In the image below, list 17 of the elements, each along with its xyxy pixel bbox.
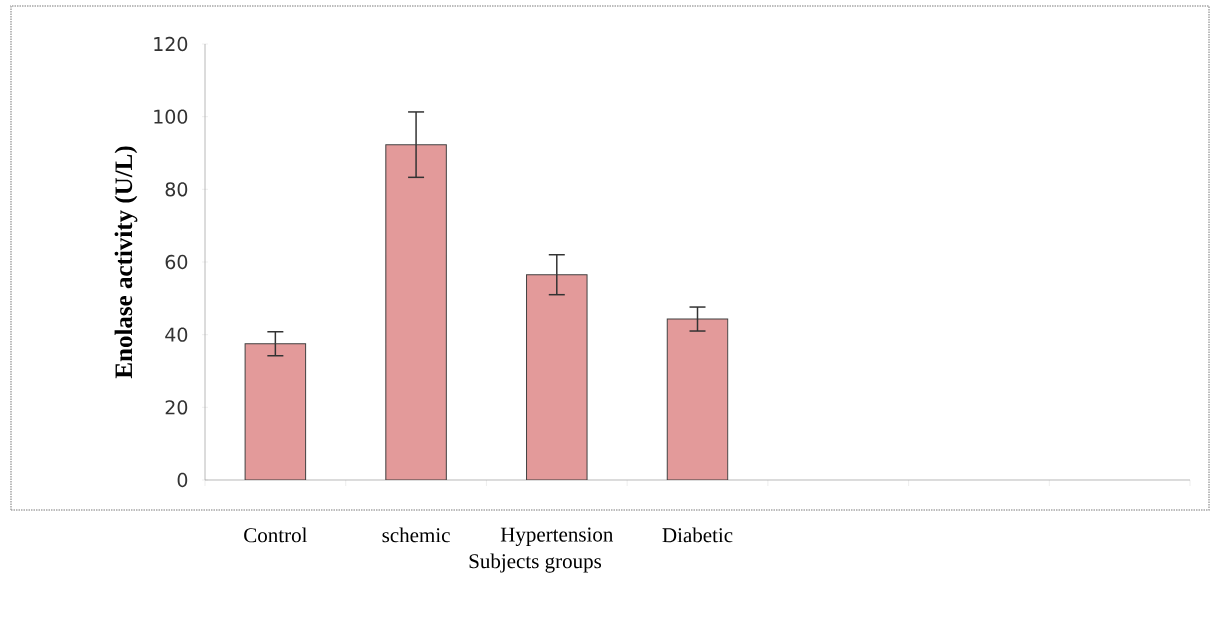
x-tick-label: schemic [382, 527, 450, 543]
x-axis-title: Subjects groups [469, 553, 602, 573]
y-tick-label: 100 [154, 109, 188, 124]
y-tick-label: 0 [177, 472, 188, 488]
y-axis-title: Enolase activity (U/L) [114, 146, 138, 379]
x-tick-label: Diabetic [662, 527, 733, 543]
y-tick-label: 80 [165, 182, 188, 197]
y-tick-label: 20 [165, 400, 188, 415]
y-tick-label: 60 [165, 254, 188, 270]
x-tick-label: Control [244, 527, 308, 543]
x-tick-label: Hypertension [500, 527, 614, 546]
bar [526, 274, 588, 480]
y-tick-label: 120 [154, 36, 188, 52]
bar [666, 318, 729, 480]
bar [385, 144, 447, 480]
bar [244, 343, 307, 480]
y-tick-label: 40 [165, 327, 188, 342]
